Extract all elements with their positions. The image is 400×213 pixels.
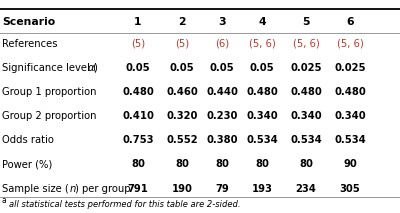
Text: (5, 6): (5, 6) xyxy=(293,39,319,49)
Text: 0.410: 0.410 xyxy=(122,111,154,121)
Text: ): ) xyxy=(93,63,97,73)
Text: 0.380: 0.380 xyxy=(206,135,238,145)
Text: 0.534: 0.534 xyxy=(246,135,278,145)
Text: 0.05: 0.05 xyxy=(250,63,274,73)
Text: 0.05: 0.05 xyxy=(126,63,150,73)
Text: 90: 90 xyxy=(343,159,357,169)
Text: 0.552: 0.552 xyxy=(166,135,198,145)
Text: 0.534: 0.534 xyxy=(290,135,322,145)
Text: 0.480: 0.480 xyxy=(290,87,322,97)
Text: 0.025: 0.025 xyxy=(334,63,366,73)
Text: 0.480: 0.480 xyxy=(334,87,366,97)
Text: (6): (6) xyxy=(215,39,229,49)
Text: 80: 80 xyxy=(215,159,229,169)
Text: 0.534: 0.534 xyxy=(334,135,366,145)
Text: 5: 5 xyxy=(302,17,310,27)
Text: 0.340: 0.340 xyxy=(246,111,278,121)
Text: 80: 80 xyxy=(299,159,313,169)
Text: Odds ratio: Odds ratio xyxy=(2,135,54,145)
Text: 0.340: 0.340 xyxy=(290,111,322,121)
Text: 193: 193 xyxy=(252,184,272,193)
Text: ) per group: ) per group xyxy=(75,184,131,193)
Text: (5): (5) xyxy=(175,39,189,49)
Text: 2: 2 xyxy=(178,17,186,27)
Text: References: References xyxy=(2,39,58,49)
Text: 6: 6 xyxy=(346,17,354,27)
Text: Scenario: Scenario xyxy=(2,17,55,27)
Text: 305: 305 xyxy=(340,184,360,193)
Text: 0.460: 0.460 xyxy=(166,87,198,97)
Text: 0.480: 0.480 xyxy=(122,87,154,97)
Text: Power (%): Power (%) xyxy=(2,159,52,169)
Text: Group 1 proportion: Group 1 proportion xyxy=(2,87,96,97)
Text: 80: 80 xyxy=(255,159,269,169)
Text: n: n xyxy=(69,184,76,193)
Text: a: a xyxy=(2,196,7,205)
Text: 0.05: 0.05 xyxy=(210,63,234,73)
Text: Sample size (: Sample size ( xyxy=(2,184,69,193)
Text: (5, 6): (5, 6) xyxy=(337,39,363,49)
Text: 0.230: 0.230 xyxy=(206,111,238,121)
Text: 79: 79 xyxy=(215,184,229,193)
Text: α: α xyxy=(88,63,95,73)
Text: 0.05: 0.05 xyxy=(170,63,194,73)
Text: Group 2 proportion: Group 2 proportion xyxy=(2,111,96,121)
Text: 0.340: 0.340 xyxy=(334,111,366,121)
Text: 1: 1 xyxy=(134,17,142,27)
Text: 0.025: 0.025 xyxy=(290,63,322,73)
Text: 3: 3 xyxy=(218,17,226,27)
Text: Significance level (: Significance level ( xyxy=(2,63,97,73)
Text: 0.753: 0.753 xyxy=(122,135,154,145)
Text: 0.480: 0.480 xyxy=(246,87,278,97)
Text: (5): (5) xyxy=(131,39,145,49)
Text: 80: 80 xyxy=(175,159,189,169)
Text: 0.440: 0.440 xyxy=(206,87,238,97)
Text: (5, 6): (5, 6) xyxy=(249,39,275,49)
Text: 80: 80 xyxy=(131,159,145,169)
Text: all statistical tests performed for this table are 2-sided.: all statistical tests performed for this… xyxy=(9,200,241,209)
Text: 791: 791 xyxy=(128,184,148,193)
Text: 4: 4 xyxy=(258,17,266,27)
Text: 0.320: 0.320 xyxy=(166,111,198,121)
Text: 234: 234 xyxy=(296,184,316,193)
Text: 190: 190 xyxy=(172,184,192,193)
